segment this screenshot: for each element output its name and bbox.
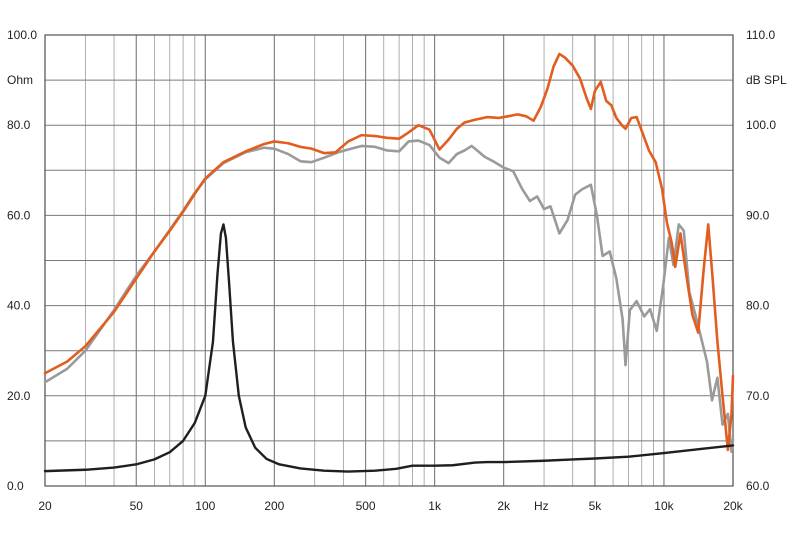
right-tick-label: 90.0 xyxy=(746,208,770,222)
left-tick-label: 40.0 xyxy=(7,299,31,313)
right-tick-label: 70.0 xyxy=(746,389,770,403)
x-unit-label: Hz xyxy=(534,499,549,513)
left-tick-label: 20.0 xyxy=(7,389,31,403)
x-tick-label: 20k xyxy=(723,499,743,513)
right-tick-label: 80.0 xyxy=(746,299,770,313)
x-tick-label: 1k xyxy=(428,499,442,513)
right-tick-label: 100.0 xyxy=(746,118,776,132)
x-tick-label: 200 xyxy=(264,499,284,513)
x-tick-label: 5k xyxy=(589,499,603,513)
grid xyxy=(44,34,734,487)
left-tick-label: 60.0 xyxy=(7,208,31,222)
impedance-curve xyxy=(43,223,735,473)
plot-frame xyxy=(44,34,734,487)
x-tick-label: 2k xyxy=(497,499,511,513)
left-tick-label: 100.0 xyxy=(7,28,37,42)
spl-curve-gray xyxy=(43,139,735,454)
x-tick-label: 500 xyxy=(356,499,376,513)
right-unit-label: dB SPL xyxy=(746,73,787,87)
right-tick-label: 110.0 xyxy=(746,28,775,42)
left-tick-label: 80.0 xyxy=(7,118,31,132)
spl-curve-orange xyxy=(43,52,735,452)
series-layer xyxy=(43,52,735,473)
x-tick-label: 100 xyxy=(195,499,215,513)
left-unit-label: Ohm xyxy=(7,73,33,87)
x-tick-label: 10k xyxy=(654,499,674,513)
x-tick-label: 20 xyxy=(38,499,52,513)
x-tick-label: 50 xyxy=(130,499,144,513)
left-tick-label: 0.0 xyxy=(7,479,24,493)
tick-labels: 0.0 20.0 40.0 60.0 80.0 100.0 60.0 70.0 80.0 90.0… xyxy=(7,28,776,513)
right-tick-label: 60.0 xyxy=(746,479,770,493)
